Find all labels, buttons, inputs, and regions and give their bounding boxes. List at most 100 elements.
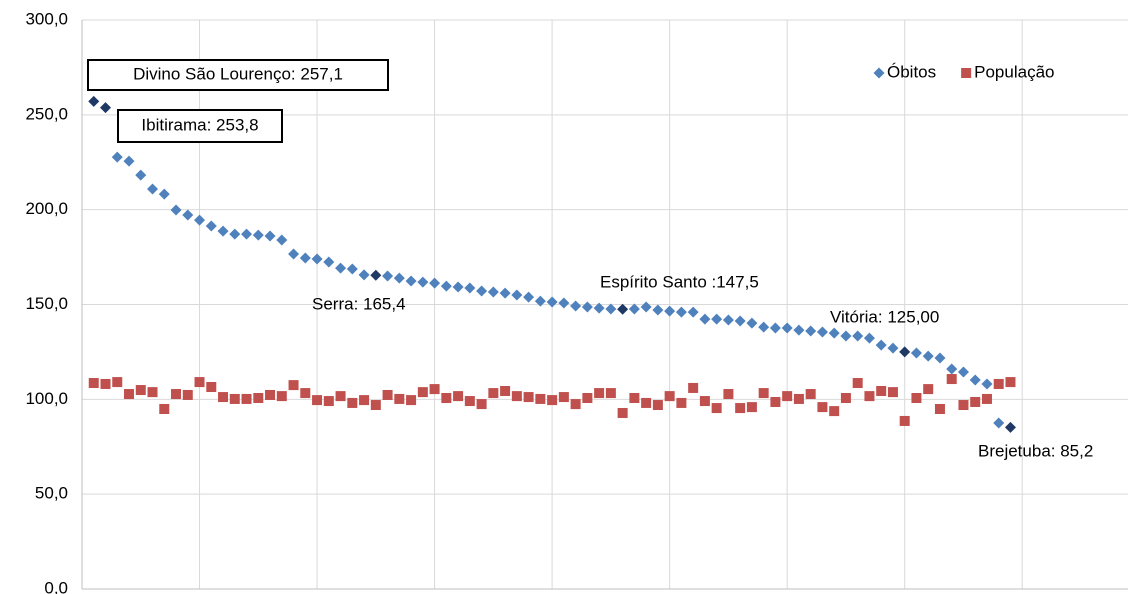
obitos-point: [957, 366, 969, 378]
populacao-point: [570, 399, 581, 410]
obitos-point: [358, 269, 370, 281]
populacao-point: [112, 377, 123, 388]
label-box: [117, 109, 283, 143]
obitos-point: [899, 346, 911, 358]
obitos-point: [711, 313, 723, 325]
populacao-point: [958, 400, 969, 411]
y-tick-label: 250,0: [25, 104, 68, 123]
obitos-point: [922, 350, 934, 362]
obitos-point: [570, 300, 582, 312]
populacao-point: [594, 388, 605, 399]
populacao-point: [417, 387, 428, 398]
populacao-point: [711, 403, 722, 414]
label-box: [87, 59, 389, 91]
obitos-point: [323, 256, 335, 268]
obitos-point: [581, 301, 593, 313]
obitos-point: [100, 102, 112, 114]
populacao-point: [652, 400, 663, 411]
populacao-point: [782, 391, 793, 402]
obitos-point: [546, 296, 558, 308]
populacao-point: [394, 393, 405, 404]
populacao-point: [406, 395, 417, 406]
populacao-point: [617, 407, 628, 418]
populacao-point: [135, 385, 146, 396]
obitos-point: [769, 322, 781, 334]
populacao-point: [429, 384, 440, 395]
obitos-point: [1004, 421, 1016, 433]
obitos-point: [370, 269, 382, 281]
populacao-point: [605, 388, 616, 399]
y-tick-label: 100,0: [25, 389, 68, 408]
populacao-point: [335, 391, 346, 402]
obitos-point: [252, 229, 264, 241]
data-label: Serra: 165,4: [312, 294, 406, 313]
populacao-point: [1005, 377, 1016, 388]
populacao-point: [899, 415, 910, 426]
obitos-point: [981, 378, 993, 390]
obitos-point: [88, 95, 100, 107]
obitos-point: [617, 303, 629, 315]
obitos-point: [487, 286, 499, 298]
obitos-point: [664, 305, 676, 317]
populacao-point: [382, 389, 393, 400]
obitos-point: [511, 289, 523, 301]
obitos-point: [675, 306, 687, 318]
populacao-point: [288, 380, 299, 391]
data-label: Ibitirama: 253,8: [141, 115, 258, 134]
obitos-point: [887, 342, 899, 354]
populacao-point: [829, 406, 840, 417]
populacao-point: [699, 396, 710, 407]
populacao-point: [723, 389, 734, 400]
y-tick-label: 50,0: [35, 484, 68, 503]
populacao-point: [511, 391, 522, 402]
obitos-point: [746, 317, 758, 329]
data-label: Brejetuba: 85,2: [978, 441, 1093, 460]
populacao-point: [453, 391, 464, 402]
legend-label: Óbitos: [887, 62, 936, 81]
populacao-point: [206, 382, 217, 393]
obitos-point: [170, 204, 182, 216]
populacao-point: [758, 388, 769, 399]
populacao-point: [124, 389, 135, 400]
populacao-point: [147, 387, 158, 398]
legend-marker: [873, 67, 885, 79]
obitos-point: [123, 155, 135, 167]
populacao-point: [500, 385, 511, 396]
obitos-point: [429, 277, 441, 289]
populacao-point: [194, 377, 205, 388]
obitos-point: [534, 295, 546, 307]
populacao-point: [923, 384, 934, 395]
obitos-point: [805, 325, 817, 337]
obitos-point: [687, 306, 699, 318]
obitos-point: [758, 321, 770, 333]
populacao-point: [359, 395, 370, 406]
obitos-point: [241, 228, 253, 240]
obitos-point: [640, 301, 652, 313]
populacao-point: [265, 389, 276, 400]
populacao-point: [241, 393, 252, 404]
populacao-point: [547, 395, 558, 406]
y-tick-label: 200,0: [25, 199, 68, 218]
obitos-point: [276, 234, 288, 246]
obitos-point: [722, 314, 734, 326]
obitos-point: [781, 322, 793, 334]
populacao-point: [840, 393, 851, 404]
populacao-point: [88, 378, 99, 389]
obitos-point: [311, 253, 323, 265]
obitos-point: [194, 214, 206, 226]
populacao-point: [300, 388, 311, 399]
populacao-point: [582, 393, 593, 404]
obitos-point: [217, 225, 229, 237]
populacao-point: [276, 391, 287, 402]
obitos-point: [840, 330, 852, 342]
data-label: Espírito Santo :147,5: [600, 272, 759, 291]
obitos-point: [229, 228, 241, 240]
populacao-point: [664, 391, 675, 402]
populacao-point: [523, 392, 534, 403]
populacao-point: [688, 382, 699, 393]
populacao-point: [805, 389, 816, 400]
obitos-point: [264, 230, 276, 242]
obitos-point: [946, 363, 958, 375]
populacao-point: [911, 393, 922, 404]
